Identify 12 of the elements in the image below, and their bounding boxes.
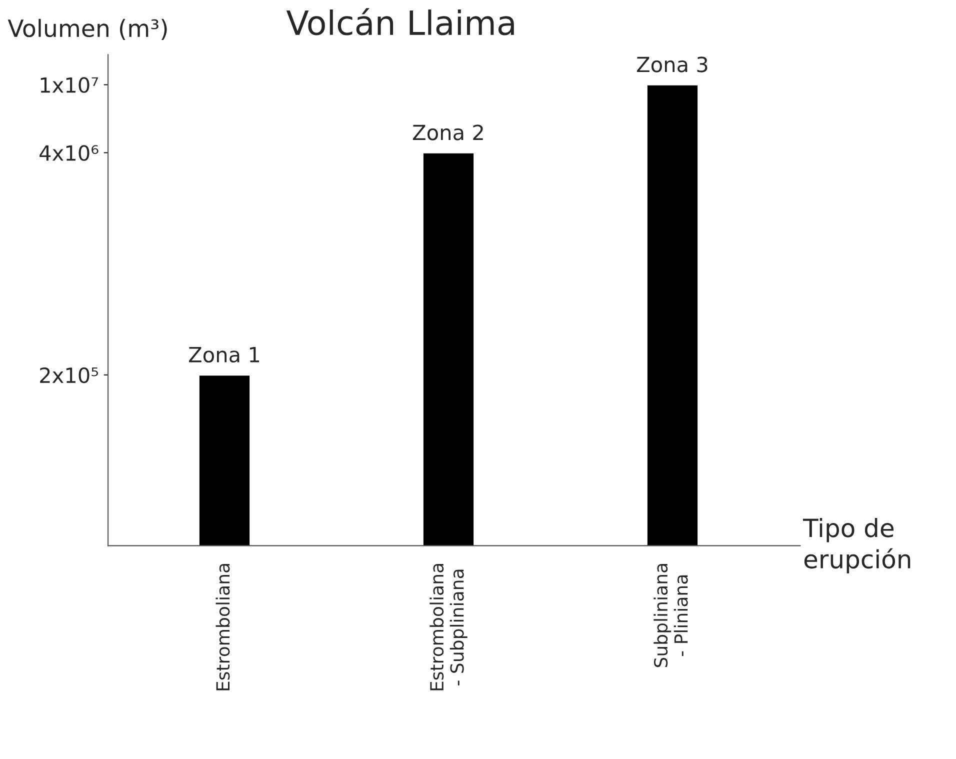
x-tick-label: Estromboliana (216, 564, 230, 690)
chart-title: Volcán Llaima (286, 8, 514, 36)
y-tick-label: 2x10⁵ (40, 367, 98, 384)
y-tick-label: 1x10⁷ (40, 77, 98, 93)
x-axis-title: Tipo de erupción (802, 518, 910, 574)
y-axis-title: Volumen (m³) (8, 18, 167, 40)
annotation: Zona 1 (189, 347, 260, 363)
annotation: Zona 3 (637, 56, 708, 72)
annotation: Zona 2 (413, 124, 483, 140)
x-tick-label: Subpliniana - Pliniana (654, 564, 688, 668)
y-tick-label: 4x10⁶ (40, 145, 98, 161)
x-tick-label: Estromboliana - Subpliniana (430, 564, 468, 690)
